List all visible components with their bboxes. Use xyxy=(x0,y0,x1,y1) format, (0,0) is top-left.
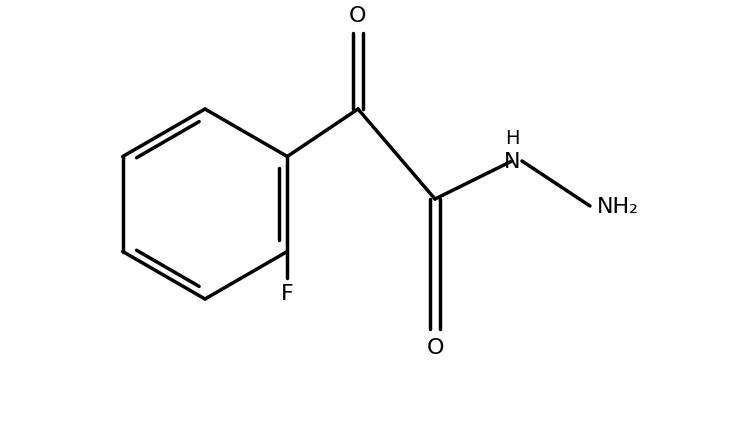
Text: NH₂: NH₂ xyxy=(597,196,639,216)
Text: O: O xyxy=(349,6,366,26)
Text: F: F xyxy=(281,284,293,304)
Text: O: O xyxy=(426,337,444,357)
Text: H: H xyxy=(504,129,519,148)
Text: N: N xyxy=(504,152,520,172)
